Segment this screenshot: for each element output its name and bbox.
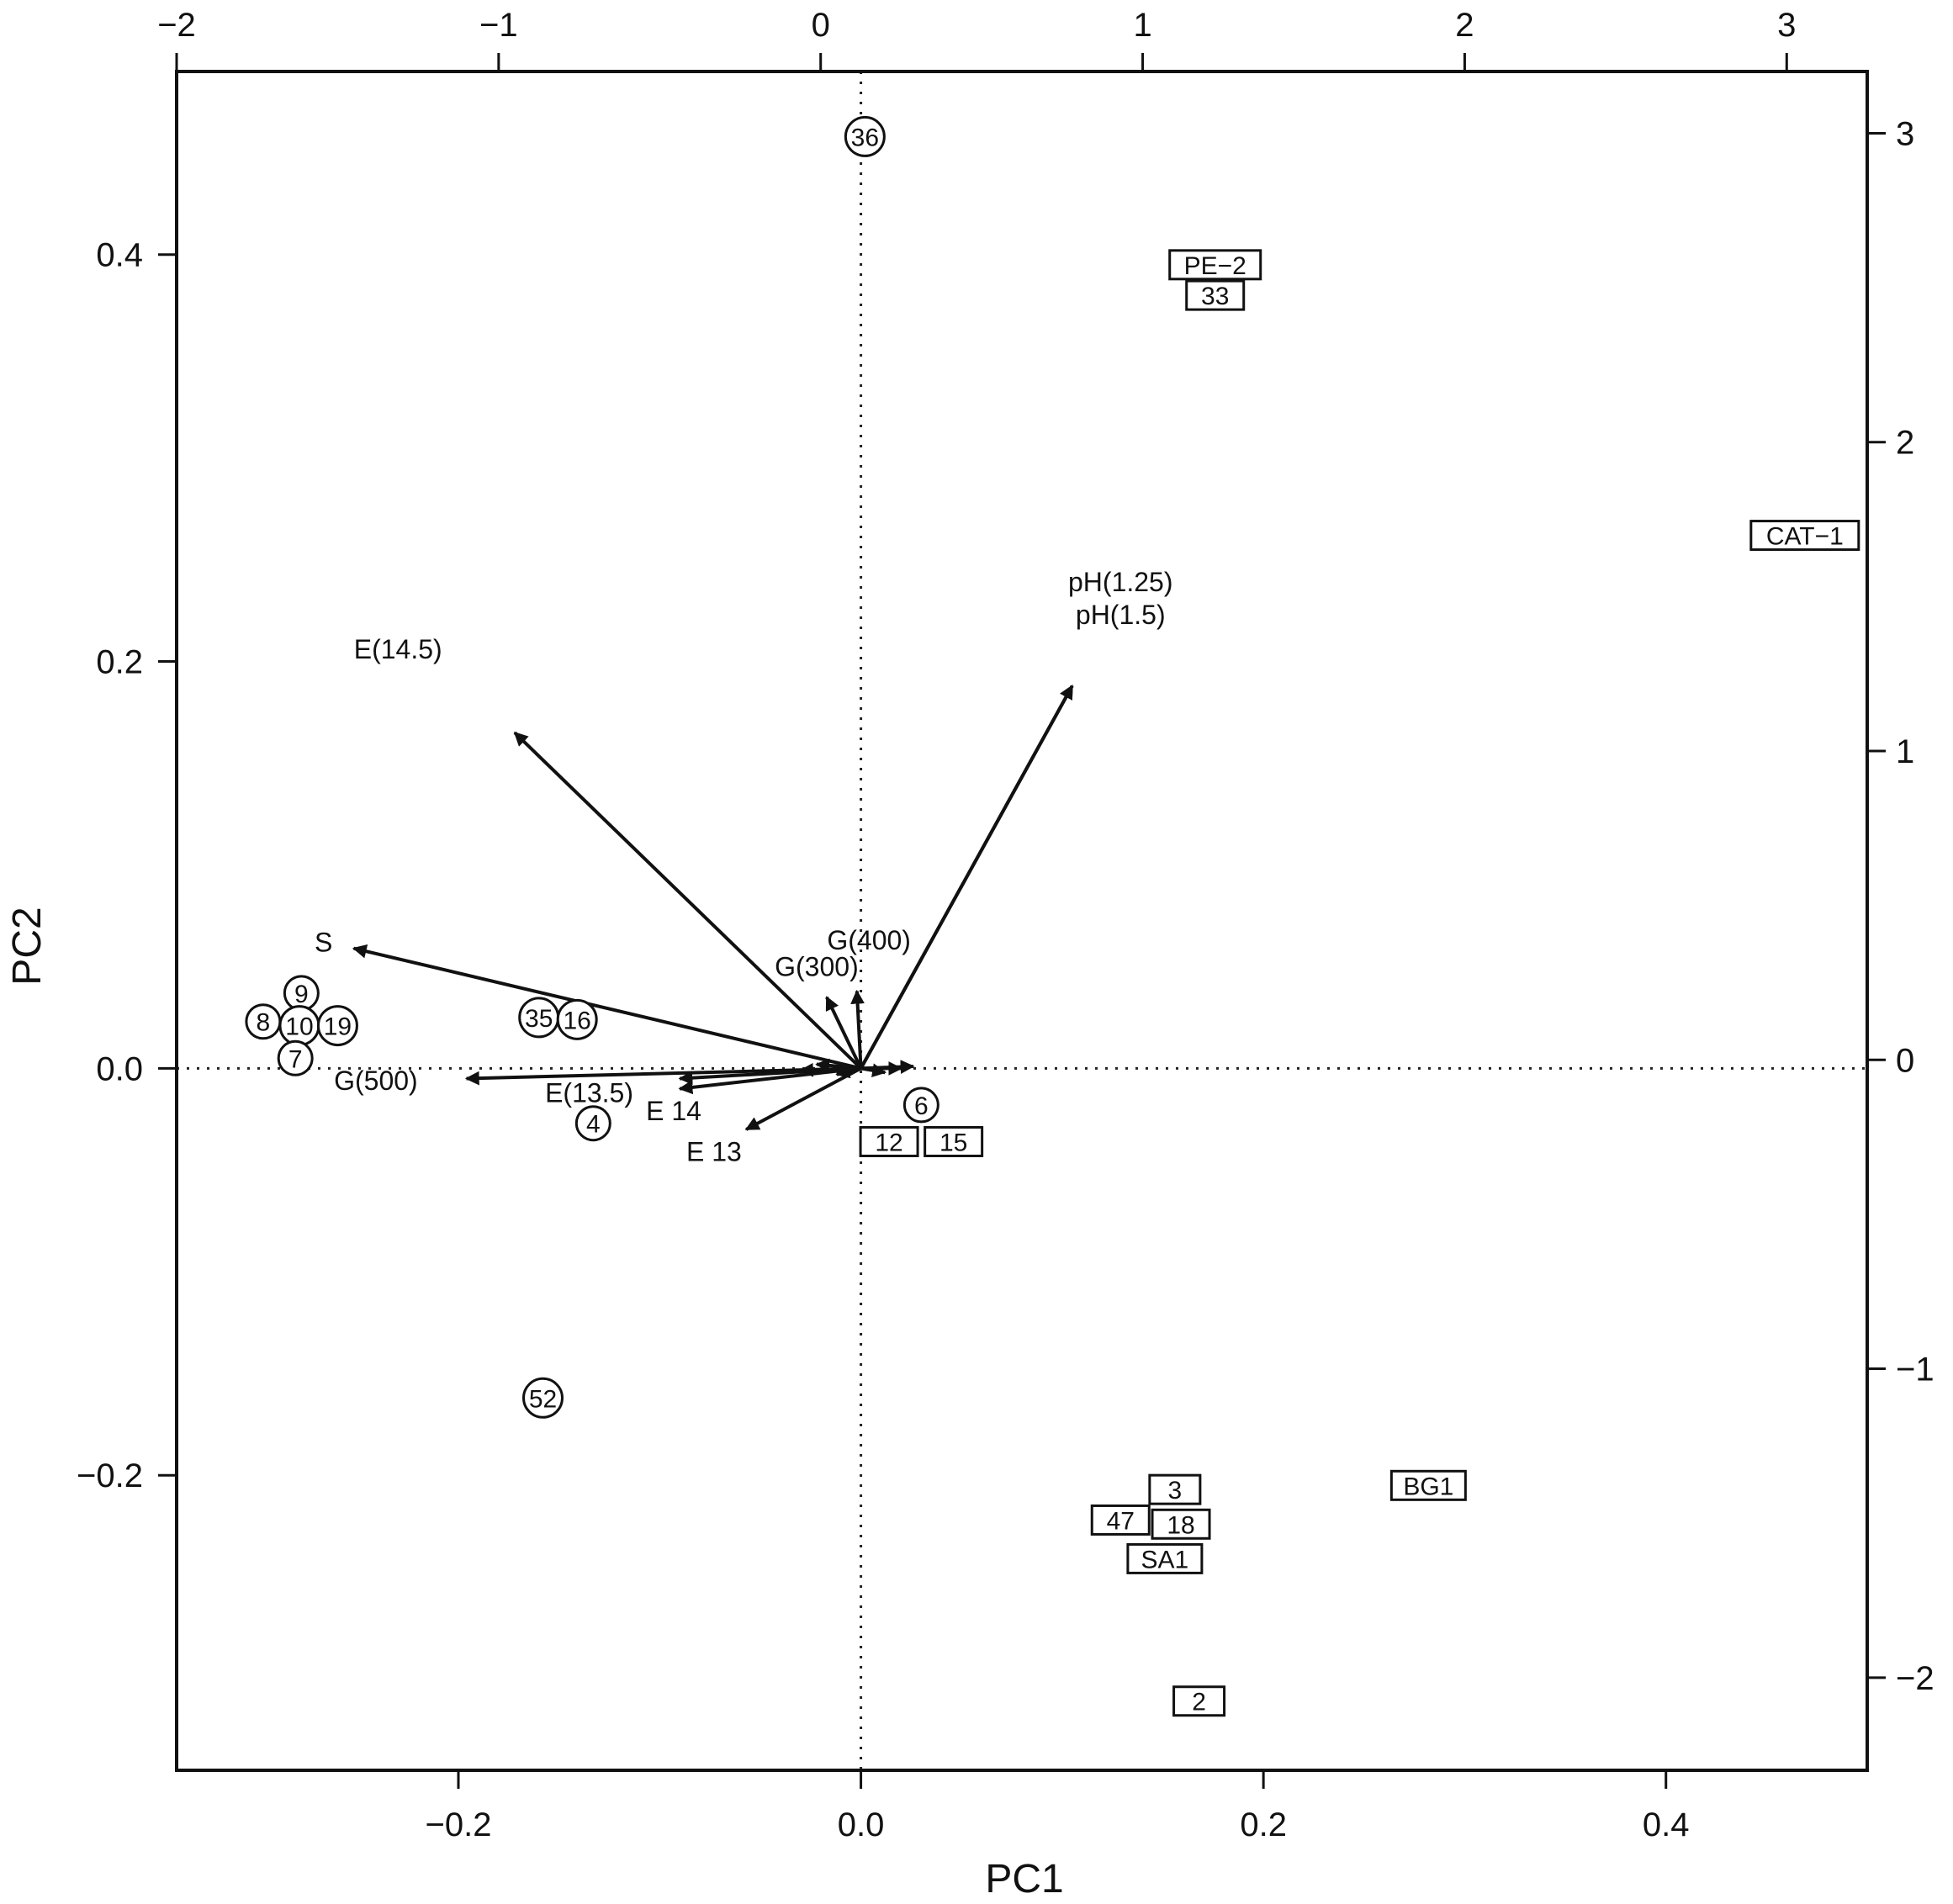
observation-box bbox=[859, 1125, 919, 1157]
variable-arrow bbox=[678, 1066, 861, 1095]
variable-label: E 14 bbox=[646, 1096, 701, 1126]
top-axis-tick-label: −1 bbox=[479, 7, 518, 44]
observation-box bbox=[1151, 1508, 1211, 1540]
top-axis-tick-label: 0 bbox=[812, 7, 830, 44]
plot-frame bbox=[175, 70, 1869, 1772]
observation-box bbox=[1168, 249, 1262, 281]
observation-box bbox=[924, 1125, 984, 1157]
observation-circle bbox=[556, 998, 598, 1040]
top-axis-tick-label: 2 bbox=[1455, 7, 1474, 44]
variable-label: S bbox=[315, 927, 332, 957]
x-axis-tick-label: 0.4 bbox=[1643, 1806, 1690, 1843]
variable-arrow-short bbox=[860, 1063, 887, 1077]
variable-arrow bbox=[678, 1066, 861, 1086]
variable-arrow-short bbox=[860, 1060, 915, 1074]
observation-box bbox=[1126, 1542, 1204, 1574]
observation-box bbox=[1090, 1504, 1151, 1536]
x-axis-tick-label: −0.2 bbox=[426, 1806, 492, 1843]
observation-circle bbox=[574, 1105, 611, 1142]
observation-label: 6 bbox=[914, 1092, 929, 1120]
variable-label: G(400) bbox=[827, 925, 911, 955]
observation-label: 8 bbox=[257, 1009, 271, 1037]
observation-circle bbox=[522, 1377, 564, 1419]
right-axis-tick-label: 2 bbox=[1896, 425, 1914, 462]
observation-label: 19 bbox=[324, 1013, 352, 1041]
observation-label: 33 bbox=[1201, 283, 1229, 310]
observation-label: 16 bbox=[563, 1007, 590, 1034]
y-axis-tick-label: −0.2 bbox=[77, 1457, 143, 1494]
observation-label: SA1 bbox=[1141, 1546, 1189, 1573]
observation-label: 12 bbox=[875, 1129, 902, 1156]
observation-label: 2 bbox=[1192, 1689, 1206, 1716]
observation-box bbox=[1172, 1685, 1226, 1717]
y-axis-tick-label: 0.2 bbox=[96, 644, 143, 681]
right-axis-tick-label: −1 bbox=[1896, 1351, 1934, 1388]
variable-arrow bbox=[352, 944, 862, 1071]
observation-label: 9 bbox=[294, 981, 309, 1008]
y-axis-tick-label: 0.0 bbox=[96, 1050, 143, 1087]
x-axis-tick-label: 0.2 bbox=[1240, 1806, 1287, 1843]
top-axis-tick-label: 3 bbox=[1777, 7, 1796, 44]
y-axis-title: PC2 bbox=[5, 907, 50, 985]
top-axis-tick-label: 1 bbox=[1133, 7, 1151, 44]
observation-label: 18 bbox=[1167, 1511, 1194, 1539]
variable-arrow bbox=[859, 685, 1074, 1070]
observation-label: 36 bbox=[851, 124, 879, 151]
observation-circle bbox=[316, 1005, 358, 1047]
right-axis-tick-label: 0 bbox=[1896, 1042, 1914, 1079]
observation-label: 47 bbox=[1107, 1507, 1135, 1535]
observation-label: 35 bbox=[525, 1005, 553, 1033]
variable-label: pH(1.25) bbox=[1068, 567, 1173, 597]
observation-label: 15 bbox=[939, 1129, 967, 1156]
observation-label: 7 bbox=[288, 1045, 303, 1073]
x-axis-title: PC1 bbox=[985, 1857, 1063, 1901]
observation-circle bbox=[277, 1039, 314, 1076]
observation-label: 3 bbox=[1168, 1477, 1183, 1505]
x-axis-tick-label: 0.0 bbox=[838, 1806, 885, 1843]
observation-label: CAT−1 bbox=[1766, 523, 1844, 551]
observation-label: 10 bbox=[285, 1013, 313, 1041]
y-axis-tick-label: 0.4 bbox=[96, 237, 143, 274]
variable-label: E(13.5) bbox=[545, 1077, 633, 1108]
top-axis-tick-label: −2 bbox=[157, 7, 196, 44]
variable-arrow bbox=[850, 989, 865, 1069]
observation-box bbox=[1749, 520, 1860, 552]
variable-arrow bbox=[464, 1066, 861, 1086]
variable-arrow bbox=[825, 996, 863, 1070]
observation-box bbox=[1148, 1473, 1202, 1505]
observation-label: BG1 bbox=[1403, 1473, 1453, 1500]
right-axis-tick-label: 1 bbox=[1896, 733, 1914, 770]
variable-label: G(500) bbox=[334, 1066, 418, 1096]
observation-circle bbox=[902, 1087, 939, 1124]
right-axis-tick-label: −2 bbox=[1896, 1660, 1934, 1697]
observation-box bbox=[1185, 279, 1246, 311]
variable-label: E(14.5) bbox=[354, 634, 442, 664]
variable-label: pH(1.5) bbox=[1076, 600, 1166, 630]
variable-label: E 13 bbox=[686, 1137, 742, 1167]
variable-label: G(300) bbox=[775, 951, 859, 981]
observation-label: PE−2 bbox=[1184, 252, 1246, 280]
observation-label: 4 bbox=[586, 1111, 601, 1139]
right-axis-tick-label: 3 bbox=[1896, 115, 1914, 152]
variable-arrow bbox=[744, 1066, 862, 1131]
observation-label: 52 bbox=[529, 1385, 557, 1413]
observation-circle bbox=[844, 115, 886, 157]
observation-box bbox=[1389, 1469, 1467, 1501]
variable-arrow bbox=[513, 731, 862, 1070]
